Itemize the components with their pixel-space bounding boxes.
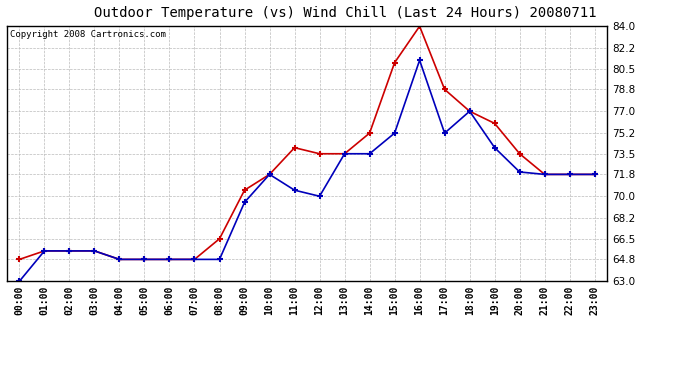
- Text: Outdoor Temperature (vs) Wind Chill (Last 24 Hours) 20080711: Outdoor Temperature (vs) Wind Chill (Las…: [94, 6, 596, 20]
- Text: Copyright 2008 Cartronics.com: Copyright 2008 Cartronics.com: [10, 30, 166, 39]
